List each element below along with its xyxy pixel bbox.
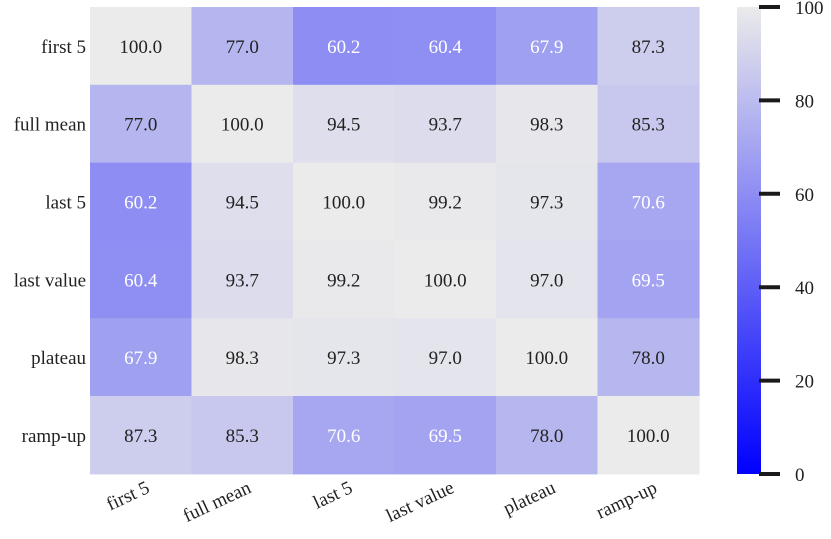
heatmap-cell	[90, 240, 193, 319]
y-tick-label: last 5	[45, 193, 86, 214]
cell-value-label: 78.0	[530, 426, 563, 447]
cell-value-label: 60.4	[124, 270, 158, 291]
x-tick-label: last 5	[310, 477, 356, 513]
heatmap-cell	[191, 240, 294, 319]
cell-value-label: 78.0	[632, 348, 665, 369]
heatmap-cell	[394, 162, 497, 241]
cell-value-label: 97.3	[327, 348, 360, 369]
heatmap-cell	[496, 240, 599, 319]
cell-value-label: 93.7	[226, 270, 259, 291]
colorbar-tick-label: 20	[795, 372, 814, 393]
y-tick-label: plateau	[31, 348, 86, 369]
cell-value-label: 98.3	[530, 115, 563, 136]
heatmap-cell	[597, 396, 700, 475]
cell-value-label: 70.6	[632, 193, 665, 214]
cell-value-label: 97.0	[429, 348, 462, 369]
colorbar-gradient	[737, 7, 761, 474]
heatmap-cell	[394, 396, 497, 475]
cell-value-label: 85.3	[226, 426, 259, 447]
y-tick-label: last value	[14, 270, 86, 291]
heatmap-cell	[90, 318, 193, 397]
cell-value-label: 93.7	[429, 115, 462, 136]
cell-value-label: 94.5	[327, 115, 360, 136]
heatmap-cell	[293, 396, 396, 475]
y-axis-tick-labels: first 5 full mean last 5 last value plateau r…	[14, 37, 87, 447]
heatmap-cell	[293, 162, 396, 241]
cell-value-label: 77.0	[226, 37, 259, 58]
heatmap-cell	[90, 7, 193, 86]
y-tick-label: full mean	[14, 115, 87, 136]
heatmap-cell	[293, 84, 396, 164]
heatmap-cell	[597, 7, 700, 86]
cell-value-label: 69.5	[429, 426, 462, 447]
heatmap-cell	[191, 7, 294, 86]
heatmap-cell	[191, 396, 294, 475]
cell-value-label: 67.9	[530, 37, 563, 58]
cell-value-label: 67.9	[124, 348, 157, 369]
heatmap-cell	[90, 162, 193, 241]
colorbar: 0 20 40 60 80 100	[737, 0, 824, 486]
colorbar-tick-label: 60	[795, 185, 814, 206]
heatmap-cell	[394, 318, 497, 397]
heatmap-cell	[191, 318, 294, 397]
heatmap-cells	[90, 7, 700, 475]
cell-value-label: 60.2	[124, 193, 157, 214]
heatmap-cell	[496, 318, 599, 397]
heatmap-cell	[191, 84, 294, 164]
cell-value-label: 100.0	[525, 348, 568, 369]
heatmap-cell	[394, 240, 497, 319]
heatmap-cell	[496, 162, 599, 241]
y-tick-label: first 5	[41, 37, 86, 58]
heatmap-cell-labels: 100.0 77.0 60.2 60.4 67.9 87.3 77.0 100.0 94.5 93…	[119, 37, 669, 447]
cell-value-label: 60.2	[327, 37, 360, 58]
heatmap-cell	[496, 7, 599, 86]
cell-value-label: 87.3	[124, 426, 157, 447]
heatmap-cell	[90, 396, 193, 475]
heatmap-cell	[597, 162, 700, 241]
x-axis-tick-labels: first 5 full mean last 5 last value plateau r…	[103, 477, 660, 527]
cell-value-label: 99.2	[327, 270, 360, 291]
cell-value-label: 87.3	[632, 37, 665, 58]
cell-value-label: 97.3	[530, 193, 563, 214]
heatmap-cell	[394, 7, 497, 86]
heatmap-cell	[496, 84, 599, 164]
cell-value-label: 69.5	[632, 270, 665, 291]
colorbar-tick-label: 40	[795, 278, 814, 299]
colorbar-tick-label: 80	[795, 91, 814, 112]
heatmap-cell	[191, 162, 294, 241]
cell-value-label: 98.3	[226, 348, 259, 369]
x-tick-label: first 5	[103, 477, 153, 515]
x-tick-label: full mean	[180, 477, 255, 527]
colorbar-tick-label: 100	[795, 0, 824, 19]
cell-value-label: 100.0	[627, 426, 670, 447]
cell-value-label: 70.6	[327, 426, 360, 447]
cell-value-label: 100.0	[424, 270, 467, 291]
heatmap-cell	[496, 396, 599, 475]
cell-value-label: 77.0	[124, 115, 157, 136]
heatmap-cell	[293, 318, 396, 397]
heatmap-cell	[293, 7, 396, 86]
heatmap-cell	[90, 84, 193, 164]
heatmap-cell	[394, 84, 497, 164]
colorbar-tick-label: 0	[795, 465, 805, 486]
heatmap-cell	[293, 240, 396, 319]
cell-value-label: 94.5	[226, 193, 259, 214]
cell-value-label: 99.2	[429, 193, 462, 214]
cell-value-label: 100.0	[322, 193, 365, 214]
heatmap-cell	[597, 84, 700, 164]
cell-value-label: 85.3	[632, 115, 665, 136]
x-tick-label: plateau	[500, 477, 559, 519]
y-tick-label: ramp-up	[22, 426, 86, 447]
cell-value-label: 97.0	[530, 270, 563, 291]
cell-value-label: 100.0	[119, 37, 162, 58]
cell-value-label: 100.0	[221, 115, 264, 136]
heatmap-cell	[597, 240, 700, 319]
x-tick-label: last value	[383, 477, 457, 527]
x-tick-label: ramp-up	[593, 477, 660, 523]
heatmap-cell	[597, 318, 700, 397]
cell-value-label: 60.4	[429, 37, 463, 58]
